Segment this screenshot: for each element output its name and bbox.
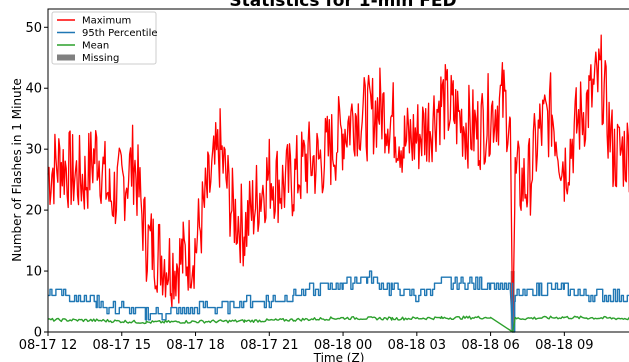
y-tick-label: 50 — [25, 21, 42, 36]
y-tick-label: 30 — [25, 143, 42, 158]
x-tick-label: 08-17 15 — [93, 338, 151, 353]
legend-box — [51, 11, 157, 65]
series-line-mean — [48, 315, 629, 333]
x-tick-label: 08-18 00 — [314, 338, 372, 353]
x-tick-label: 08-17 21 — [240, 338, 298, 353]
x-tick-label: 08-17 18 — [166, 338, 224, 353]
x-tick-label: 08-18 06 — [461, 338, 519, 353]
x-tick-label: 08-18 03 — [388, 338, 446, 353]
y-axis-label: Number of Flashes in 1 Minute — [10, 78, 24, 262]
plot-frame — [47, 8, 629, 333]
y-tick-label: 20 — [25, 204, 42, 219]
legend-entry: Missing — [82, 53, 119, 64]
y-tick-label: 40 — [25, 82, 42, 97]
chart-title: Statistics for 1-min FED — [229, 0, 456, 11]
y-tick-label: 10 — [25, 265, 42, 280]
legend-entry: Maximum — [82, 16, 131, 27]
legend-entry: Mean — [82, 41, 109, 52]
series-line-maximum — [47, 34, 629, 333]
x-tick-label: 08-18 09 — [535, 338, 593, 353]
series-line-95th-percentile — [48, 270, 629, 333]
legend-swatch — [57, 54, 75, 61]
x-axis-label: Time (Z) — [313, 351, 365, 362]
x-tick-label: 08-17 12 — [19, 338, 77, 353]
y-tick-label: 0 — [34, 326, 42, 341]
legend-entry: 95th Percentile — [82, 28, 158, 39]
